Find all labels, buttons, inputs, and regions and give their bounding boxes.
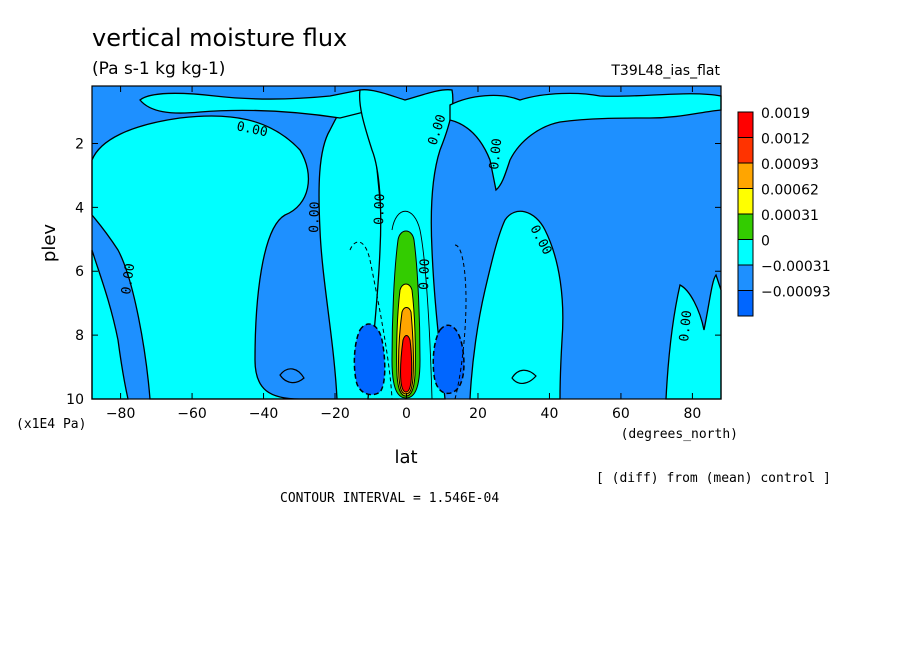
legend-swatch <box>737 111 754 138</box>
legend-label: 0.00031 <box>761 208 819 224</box>
y-tick-label: 10 <box>66 392 84 408</box>
legend-swatch <box>737 188 754 215</box>
negative-blob-left <box>353 323 386 396</box>
y-axis-label: plev <box>39 224 60 263</box>
diff-note: [ (diff) from (mean) control ] <box>596 471 831 486</box>
x-axis-label: lat <box>394 447 417 468</box>
legend-label: 0.00062 <box>761 183 819 199</box>
legend-label: 0.0019 <box>761 106 810 122</box>
run-label: T39L48_ias_flat <box>610 63 720 79</box>
contour-label-6: 0.00 <box>417 258 433 290</box>
x-tick-label: 0 <box>402 406 411 422</box>
x-tick-label: −20 <box>320 406 350 422</box>
contour-label-8: 0.00 <box>119 262 138 295</box>
plot-area: 0.00 0.00 0.00 0.00 0.00 0.00 0.00 0.00 … <box>91 85 722 400</box>
contour-fill-red <box>400 335 413 393</box>
dashed-contour-right <box>454 244 467 400</box>
legend-swatch <box>737 264 754 291</box>
x-tick-label: −60 <box>177 406 207 422</box>
contour-interval: CONTOUR INTERVAL = 1.546E-04 <box>280 491 499 506</box>
zero-region-far-right <box>665 273 722 400</box>
color-legend: 0.0019 0.0012 0.00093 0.00062 0.00031 0 −0.000… <box>737 106 831 317</box>
y-axis-units: (x1E4 Pa) <box>16 417 86 432</box>
thin-contour-equator <box>391 211 433 400</box>
dashed-contour-left <box>349 241 393 400</box>
legend-label: −0.00093 <box>761 285 831 301</box>
contour-label-4: 0.00 <box>307 201 323 233</box>
x-tick-label: −80 <box>106 406 136 422</box>
x-axis: −80 −60 −40 −20 0 20 40 60 80 <box>106 86 701 422</box>
zero-region-right-lower <box>469 210 564 400</box>
chart-title: vertical moisture flux <box>92 24 347 52</box>
y-axis: 2 4 6 8 10 <box>66 136 721 408</box>
zero-region-far-left-edge <box>91 249 129 400</box>
contour-label-9: 0.00 <box>677 310 695 343</box>
x-tick-label: 80 <box>683 406 701 422</box>
legend-swatch <box>737 137 754 164</box>
x-tick-label: 60 <box>612 406 630 422</box>
legend-swatch <box>737 162 754 189</box>
zero-region-right <box>449 92 722 192</box>
y-tick-label: 4 <box>75 200 84 216</box>
y-tick-label: 8 <box>75 328 84 344</box>
small-contour-right <box>511 369 537 384</box>
equatorial-positive-tower <box>391 230 421 399</box>
legend-label: 0.0012 <box>761 132 810 148</box>
contour-label-3: 0.00 <box>487 138 505 171</box>
x-tick-label: 20 <box>469 406 487 422</box>
y-tick-label: 2 <box>75 136 84 152</box>
legend-label: 0.00093 <box>761 157 819 173</box>
x-tick-label: −40 <box>249 406 279 422</box>
legend-swatch <box>737 239 754 266</box>
contour-label-5: 0.00 <box>372 193 388 225</box>
small-contour-left <box>279 368 305 384</box>
chart-subtitle: (Pa s-1 kg kg-1) <box>92 59 225 79</box>
legend-label: −0.00031 <box>761 259 831 275</box>
y-tick-label: 6 <box>75 264 84 280</box>
x-axis-units: (degrees_north) <box>621 427 738 442</box>
legend-label: 0 <box>761 234 770 250</box>
x-tick-label: 40 <box>541 406 559 422</box>
legend-swatch <box>737 290 754 317</box>
contour-label-1: 0.00 <box>235 119 269 140</box>
legend-swatch <box>737 213 754 240</box>
negative-blob-right <box>432 324 465 395</box>
